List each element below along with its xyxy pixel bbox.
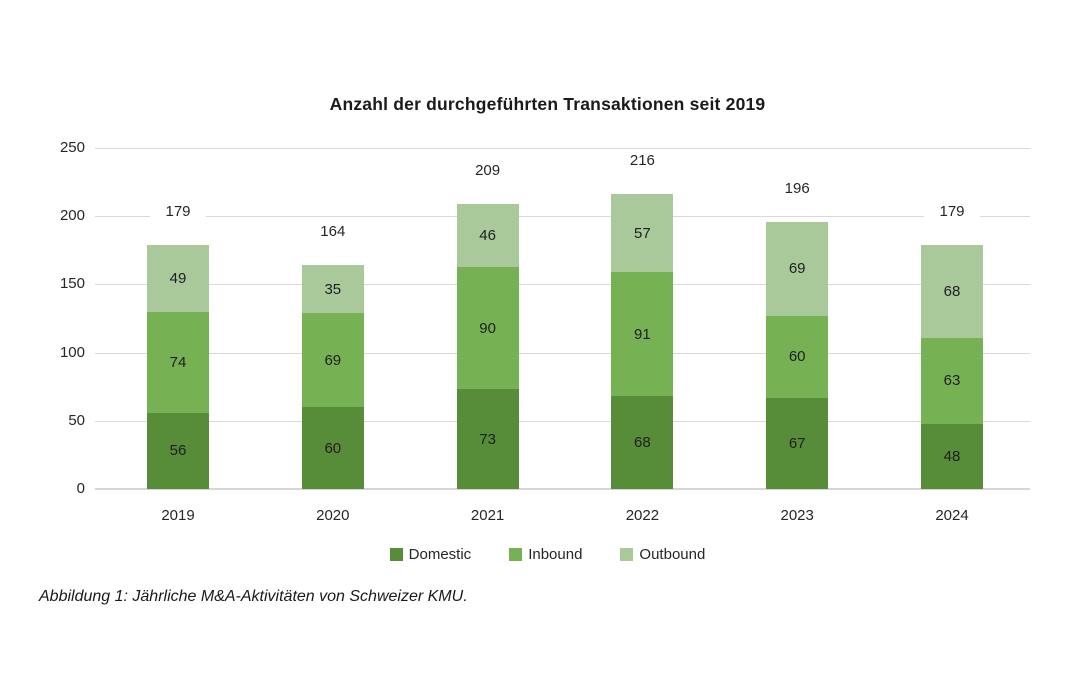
gridline-100 [95,352,1030,354]
segment-inbound-2023: 60 [766,315,829,398]
segment-value-label: 68 [943,282,961,300]
segment-value-label: 57 [634,224,651,242]
legend-item-inbound: Inbound [509,547,582,562]
segment-domestic-2023: 67 [766,397,829,489]
total-label-2022: 216 [614,151,671,172]
y-tick-label: 0 [76,480,85,497]
segment-domestic-2021: 73 [456,389,519,489]
y-tick-label: 250 [59,139,85,156]
segment-value-label: 49 [169,269,187,287]
total-label-2020: 164 [304,222,361,243]
legend-item-domestic: Domestic [389,546,472,563]
legend-swatch-outbound [620,548,634,561]
total-label-2019: 179 [150,201,206,222]
segment-value-label: 48 [943,447,961,465]
legend-item-outbound: Outbound [620,547,705,562]
segment-value-label: 69 [788,260,806,278]
segment-outbound-2021: 46 [456,203,519,267]
segment-domestic-2024: 48 [921,423,983,489]
segment-value-label: 60 [324,439,342,457]
segment-inbound-2022: 91 [611,272,674,397]
segment-inbound-2019: 74 [147,311,209,413]
total-label-2021: 209 [459,160,516,181]
segment-inbound-2021: 90 [456,266,519,390]
segment-domestic-2019: 56 [147,412,209,489]
segment-outbound-2019: 49 [147,244,209,312]
legend-label-domestic: Domestic [408,546,472,563]
x-tick-label-2023: 2023 [780,507,814,524]
total-label-2023: 196 [769,178,826,199]
y-tick-label: 200 [59,207,85,225]
segment-value-label: 68 [634,434,651,452]
segment-value-label: 56 [169,442,187,460]
bar-2023: 67 60 69 [766,221,829,489]
gridline-200 [95,216,1030,218]
segment-value-label: 63 [943,372,961,390]
segment-domestic-2020: 60 [301,407,364,489]
gridline-150 [95,284,1030,286]
legend-swatch-inbound [509,548,523,561]
chart-legend: Domestic Inbound Outbound [0,547,1087,562]
segment-value-label: 91 [634,325,651,343]
legend-label-inbound: Inbound [528,546,583,563]
x-tick-label-2020: 2020 [316,507,350,524]
x-tick-label-2021: 2021 [470,507,505,524]
legend-label-outbound: Outbound [639,546,706,563]
segment-outbound-2023: 69 [766,221,829,316]
gridline-50 [95,420,1030,422]
segment-value-label: 90 [479,319,496,337]
segment-value-label: 35 [324,280,342,298]
segment-outbound-2024: 68 [921,244,983,338]
legend-swatch-domestic [389,548,403,561]
bar-2020: 60 69 35 [301,265,364,489]
segment-value-label: 60 [788,348,806,366]
bar-2021: 73 90 46 [456,203,519,489]
y-tick-label: 100 [59,343,85,361]
x-tick-label-2022: 2022 [625,507,660,524]
figure-caption: Abbildung 1: Jährliche M&A-Aktivitäten v… [39,588,468,605]
segment-domestic-2022: 68 [611,396,674,489]
bar-2019: 56 74 49 [147,244,209,489]
y-tick-label: 50 [68,411,85,429]
segment-inbound-2024: 63 [921,337,983,424]
total-label-2024: 179 [924,201,980,222]
y-tick-label: 150 [59,275,85,293]
segment-value-label: 46 [479,226,496,244]
bar-2024: 48 63 68 [921,244,983,489]
segment-inbound-2020: 69 [301,313,364,408]
segment-value-label: 74 [169,353,187,371]
segment-value-label: 73 [479,430,496,448]
x-tick-label-2019: 2019 [161,507,195,524]
segment-outbound-2022: 57 [611,194,674,273]
segment-outbound-2020: 35 [301,265,364,314]
x-axis-line [95,488,1030,490]
x-tick-label-2024: 2024 [935,507,969,524]
gridline-250 [95,148,1030,149]
chart-title: Anzahl der durchgeführten Transaktionen … [329,94,766,114]
segment-value-label: 69 [324,351,342,369]
segment-value-label: 67 [788,434,806,452]
bar-2022: 68 91 57 [611,194,674,489]
